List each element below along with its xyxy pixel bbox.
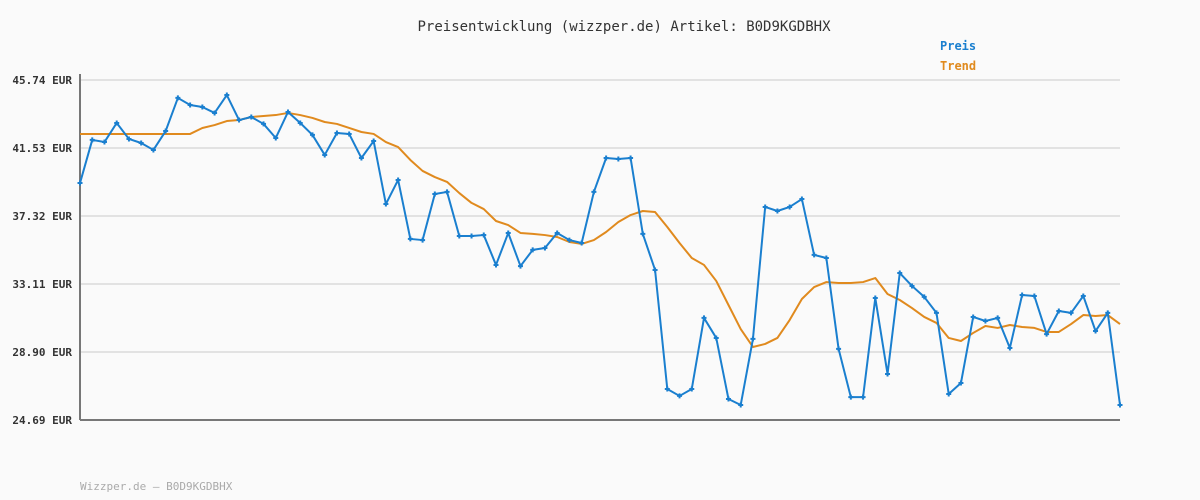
data-point	[725, 396, 731, 402]
data-point	[150, 147, 156, 153]
y-tick-label: 37.32 EUR	[12, 210, 72, 223]
data-point	[1031, 293, 1037, 299]
data-point	[982, 318, 988, 324]
data-point	[640, 231, 646, 237]
data-point	[995, 315, 1001, 321]
data-point	[946, 391, 952, 397]
data-point	[1093, 328, 1099, 334]
data-point	[395, 177, 401, 183]
data-point	[517, 263, 523, 269]
data-point	[774, 208, 780, 214]
data-point	[248, 114, 254, 120]
data-point	[554, 230, 560, 236]
data-point	[628, 155, 634, 161]
data-point	[505, 230, 511, 236]
data-point	[187, 102, 193, 108]
data-point	[273, 135, 279, 141]
data-point	[383, 201, 389, 207]
chart-title: Preisentwicklung (wizzper.de) Artikel: B…	[417, 19, 831, 35]
data-point	[1056, 308, 1062, 314]
data-point	[664, 386, 670, 392]
data-point	[1044, 331, 1050, 337]
data-point	[469, 233, 475, 239]
legend-trend: Trend	[940, 59, 977, 73]
data-point	[481, 232, 487, 238]
data-point	[787, 204, 793, 210]
data-point	[579, 240, 585, 246]
data-point	[1019, 292, 1025, 298]
data-point	[175, 95, 181, 101]
data-point	[530, 247, 536, 253]
data-point	[762, 204, 768, 210]
data-point	[236, 117, 242, 123]
series-line-preis	[79, 94, 1121, 406]
data-point	[566, 237, 572, 243]
data-point	[407, 236, 413, 242]
data-point	[444, 189, 450, 195]
data-point	[138, 140, 144, 146]
y-tick-label: 45.74 EUR	[12, 74, 72, 87]
data-point	[885, 371, 891, 377]
data-point	[713, 335, 719, 341]
data-point	[432, 191, 438, 197]
legend-preis: Preis	[940, 39, 977, 53]
data-point	[163, 128, 169, 134]
data-point	[126, 136, 132, 142]
data-point	[114, 120, 120, 126]
data-point	[738, 402, 744, 408]
data-point	[261, 121, 267, 127]
data-point	[848, 394, 854, 400]
data-point	[89, 137, 95, 143]
y-tick-label: 28.90 EUR	[12, 346, 72, 359]
data-point	[1117, 402, 1123, 408]
data-point	[811, 252, 817, 258]
footer-text: Wizzper.de – B0D9KGDBHX	[80, 480, 233, 493]
data-point	[909, 283, 915, 289]
data-point	[224, 92, 230, 98]
data-point	[860, 394, 866, 400]
data-point	[358, 155, 364, 161]
y-tick-label: 33.11 EUR	[12, 278, 72, 291]
y-tick-label: 24.69 EUR	[12, 414, 72, 427]
data-point	[212, 110, 218, 116]
data-point	[933, 310, 939, 316]
data-point	[1068, 310, 1074, 316]
data-point	[322, 152, 328, 158]
data-point	[689, 386, 695, 392]
data-point	[346, 131, 352, 137]
data-point	[897, 270, 903, 276]
data-point	[823, 255, 829, 261]
data-point	[371, 138, 377, 144]
data-point	[1105, 310, 1111, 316]
data-point	[970, 314, 976, 320]
data-point	[603, 155, 609, 161]
data-point	[872, 295, 878, 301]
data-point	[591, 189, 597, 195]
data-point	[493, 262, 499, 268]
data-point	[77, 180, 83, 186]
data-point	[1080, 293, 1086, 299]
data-point	[652, 267, 658, 273]
data-point	[958, 380, 964, 386]
data-point	[836, 346, 842, 352]
data-point	[101, 139, 107, 145]
data-point	[750, 336, 756, 342]
data-point	[701, 315, 707, 321]
data-point	[542, 245, 548, 251]
data-point	[1007, 345, 1013, 351]
data-point	[309, 132, 315, 138]
data-point	[334, 130, 340, 136]
data-point	[297, 120, 303, 126]
data-point	[456, 233, 462, 239]
data-point	[285, 109, 291, 115]
data-point	[615, 156, 621, 162]
data-point	[921, 294, 927, 300]
data-point	[799, 196, 805, 202]
data-point	[677, 393, 683, 399]
y-tick-label: 41.53 EUR	[12, 142, 72, 155]
data-point	[420, 237, 426, 243]
data-point	[199, 104, 205, 110]
